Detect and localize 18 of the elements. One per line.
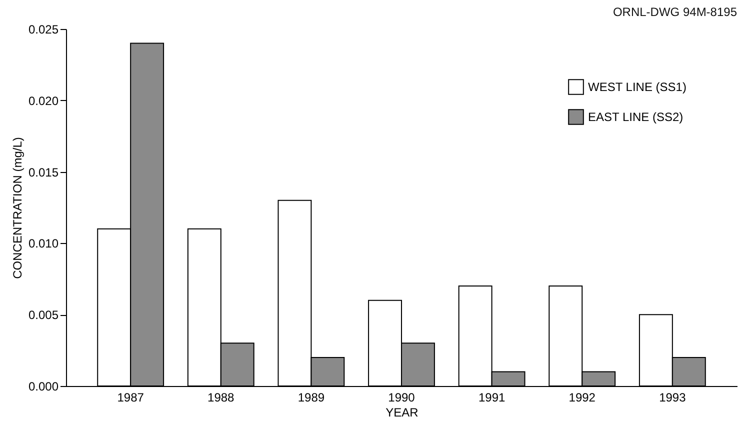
y-tick-label: 0.015 bbox=[28, 165, 59, 180]
x-tick-label: 1987 bbox=[117, 390, 144, 404]
legend-label: WEST LINE (SS1) bbox=[588, 80, 686, 94]
y-tick-label: 0.025 bbox=[28, 22, 59, 36]
x-tick-label: 1992 bbox=[568, 390, 596, 404]
y-tick-label: 0.005 bbox=[28, 308, 59, 322]
x-tick-label: 1993 bbox=[659, 390, 686, 404]
legend-label: EAST LINE (SS2) bbox=[588, 110, 684, 124]
y-tick-label: 0.020 bbox=[28, 94, 59, 108]
x-tick-label: 1989 bbox=[298, 390, 325, 404]
y-axis-title: CONCENTRATION (mg/L) bbox=[10, 137, 24, 279]
x-tick-label: 1991 bbox=[478, 390, 506, 404]
y-tick-label: 0.000 bbox=[28, 380, 59, 394]
y-tick-label: 0.010 bbox=[28, 236, 59, 251]
x-tick-label: 1990 bbox=[388, 390, 416, 404]
x-axis-title: YEAR bbox=[386, 406, 419, 420]
x-tick-label: 1988 bbox=[208, 390, 235, 404]
text: ORNL-DWG 94M-8195 bbox=[612, 5, 738, 19]
